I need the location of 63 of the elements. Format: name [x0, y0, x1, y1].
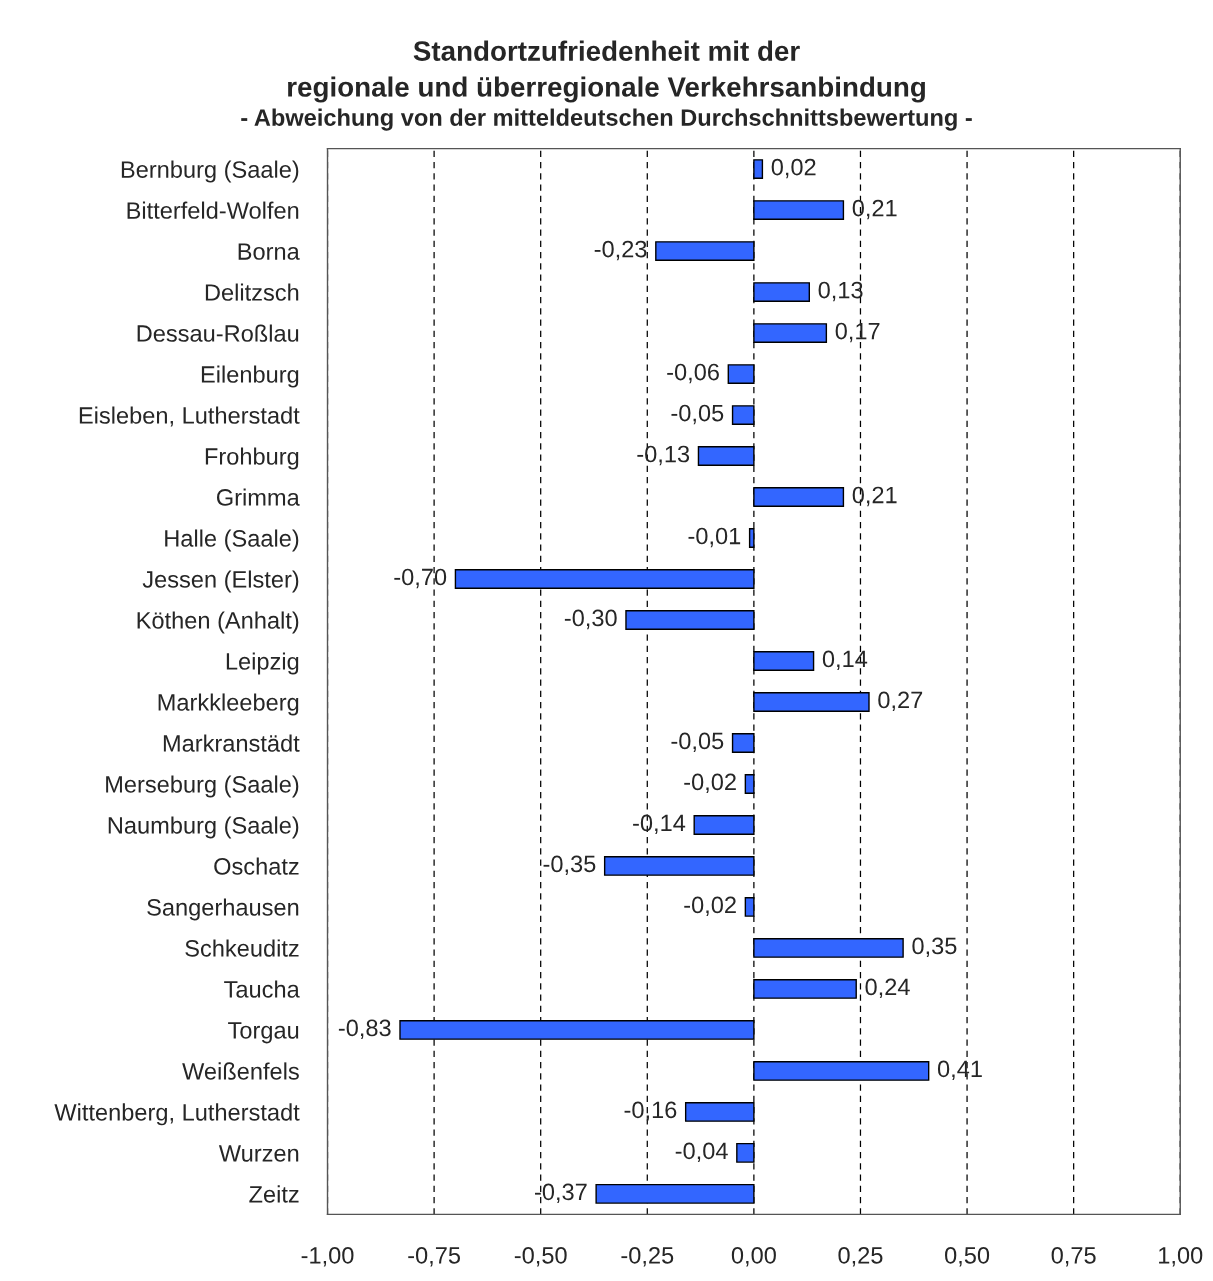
y-tick-label: Weißenfels — [182, 1062, 299, 1080]
x-tick-label: 1,00 — [1159, 1246, 1203, 1267]
data-label: 0,27 — [878, 691, 923, 712]
data-label: -0,13 — [637, 445, 690, 466]
y-tick-label: Delitzsch — [205, 283, 299, 301]
y-tick-label: Merseburg (Saale) — [106, 775, 299, 798]
data-label: -0,16 — [624, 1101, 677, 1122]
data-label: 0,21 — [852, 486, 897, 507]
data-label: 0,02 — [771, 158, 816, 179]
data-label: -0,70 — [394, 568, 447, 589]
data-label: -0,37 — [535, 1183, 587, 1204]
x-tick-label: 0,25 — [838, 1246, 883, 1267]
x-tick-label: -1,00 — [301, 1246, 354, 1267]
y-tick-label: Jessen (Elster) — [142, 570, 299, 593]
data-label: -0,02 — [684, 773, 736, 794]
data-label: 0,13 — [818, 281, 863, 302]
data-label: -0,06 — [667, 363, 719, 384]
y-tick-label: Halle (Saale) — [165, 529, 299, 552]
data-label: -0,05 — [671, 732, 724, 753]
y-tick-label: Markranstädt — [163, 734, 300, 752]
y-tick-label: Eisleben, Lutherstadt — [79, 406, 300, 427]
data-label: -0,14 — [633, 814, 686, 835]
data-label: 0,21 — [852, 199, 897, 220]
y-tick-label: Sangerhausen — [147, 898, 299, 921]
x-tick-label: 0,00 — [731, 1246, 776, 1267]
chart-subtitle: - Abweichung von der mitteldeutschen Durchschnittsbewertung - — [241, 108, 972, 131]
y-tick-label: Bernburg (Saale) — [121, 160, 299, 183]
y-tick-label: Torgau — [228, 1022, 299, 1044]
data-label: -0,05 — [671, 404, 724, 425]
y-tick-label: Zeitz — [249, 1185, 299, 1203]
y-tick-label: Oschatz — [214, 857, 299, 875]
y-tick-label: Wittenberg, Lutherstadt — [54, 1103, 300, 1126]
y-tick-label: Taucha — [224, 980, 300, 998]
y-tick-label: Frohburg — [205, 447, 299, 470]
y-tick-label: Markkleeberg — [158, 693, 299, 716]
y-tick-label: Grimma — [216, 488, 300, 506]
data-label: 0,41 — [937, 1060, 982, 1081]
data-label: -0,35 — [543, 855, 596, 876]
y-tick-label: Borna — [238, 243, 300, 260]
x-tick-label: -0,50 — [514, 1246, 567, 1267]
data-label: -0,02 — [684, 896, 736, 917]
data-label: 0,14 — [822, 650, 868, 671]
x-tick-label: -0,25 — [621, 1246, 674, 1267]
x-tick-label: -0,75 — [408, 1246, 461, 1267]
data-label: -0,83 — [338, 1019, 391, 1040]
data-label: 0,17 — [835, 322, 880, 343]
y-tick-label: Eilenburg — [201, 365, 299, 388]
data-label: -0,04 — [675, 1142, 728, 1163]
y-tick-label: Leipzig — [226, 652, 299, 675]
x-tick-label: 0,50 — [945, 1246, 990, 1267]
y-tick-label: Bitterfeld-Wolfen — [127, 201, 299, 219]
y-tick-label: Köthen (Anhalt) — [137, 611, 299, 634]
y-tick-label: Schkeuditz — [185, 939, 299, 957]
data-label: 0,35 — [912, 937, 957, 958]
x-tick-label: 0,75 — [1051, 1246, 1096, 1267]
y-tick-label: Wurzen — [218, 1145, 299, 1162]
chart-title: Standortzufriedenheit mit der regionale und überregionale Verkehrsanbindung — [288, 40, 925, 103]
data-label: 0,24 — [865, 978, 910, 999]
y-tick-label: Naumburg (Saale) — [108, 816, 299, 839]
data-label: -0,23 — [594, 240, 647, 261]
y-tick-label: Dessau-Roßlau — [137, 324, 299, 342]
data-label: -0,30 — [564, 609, 617, 630]
data-label: -0,01 — [688, 527, 741, 548]
